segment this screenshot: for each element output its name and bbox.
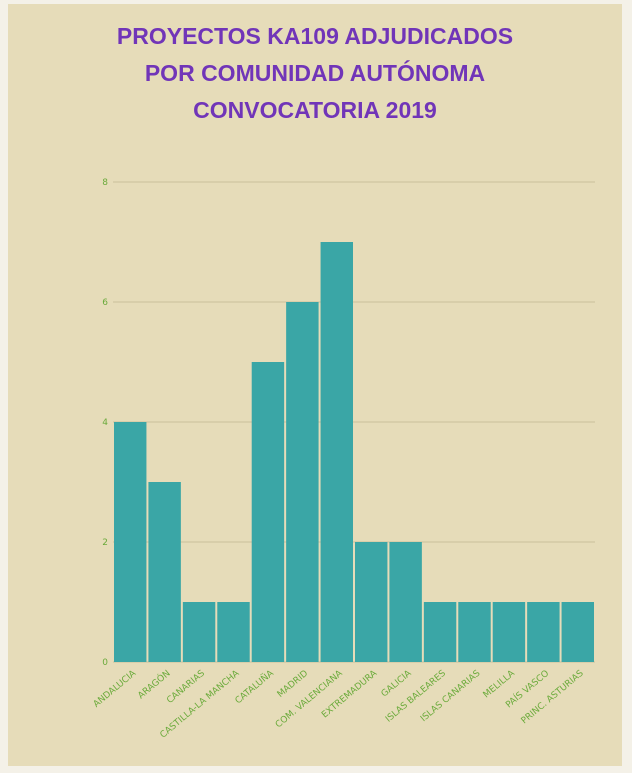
bar-6 <box>286 302 319 662</box>
y-tick-label: 8 <box>102 178 108 188</box>
bar-10 <box>423 602 457 662</box>
y-tick-label: 6 <box>102 298 108 308</box>
bar-9 <box>389 542 422 662</box>
bar-2 <box>148 482 181 662</box>
grid-lines <box>113 181 595 663</box>
bars <box>114 242 594 662</box>
x-category-label: CATALUÑA <box>233 667 277 706</box>
x-category-label: ISLAS BALEARES <box>384 668 448 724</box>
y-axis-ticks: 0 2 4 6 8 <box>102 178 108 668</box>
bar-14 <box>561 602 594 662</box>
chart-title-line-3: CONVOCATORIA 2019 <box>193 97 437 123</box>
bar-7 <box>320 242 353 662</box>
bar-3 <box>182 602 216 662</box>
y-tick-label: 2 <box>102 538 108 548</box>
y-tick-label: 4 <box>102 418 108 428</box>
bar-13 <box>527 602 560 662</box>
bar-8 <box>355 542 388 662</box>
bar-1 <box>114 422 147 662</box>
x-category-label: COM. VALENCIANA <box>274 668 345 730</box>
bar-12 <box>492 602 526 662</box>
chart-title-line-1: PROYECTOS KA109 ADJUDICADOS <box>116 23 514 49</box>
y-tick-label: 0 <box>102 658 108 668</box>
chart-title: PROYECTOS KA109 ADJUDICADOS POR COMUNIDA… <box>8 18 622 129</box>
x-category-label: PRINC. ASTURIAS <box>520 668 586 726</box>
x-category-label: ANDALUCIA <box>92 668 139 710</box>
chart-title-line-2: POR COMUNIDAD AUTÓNOMA <box>144 60 486 86</box>
x-category-label: ISLAS CANARIAS <box>419 668 483 724</box>
bar-5 <box>251 362 285 662</box>
bar-11 <box>458 602 491 662</box>
bar-4 <box>217 602 250 662</box>
